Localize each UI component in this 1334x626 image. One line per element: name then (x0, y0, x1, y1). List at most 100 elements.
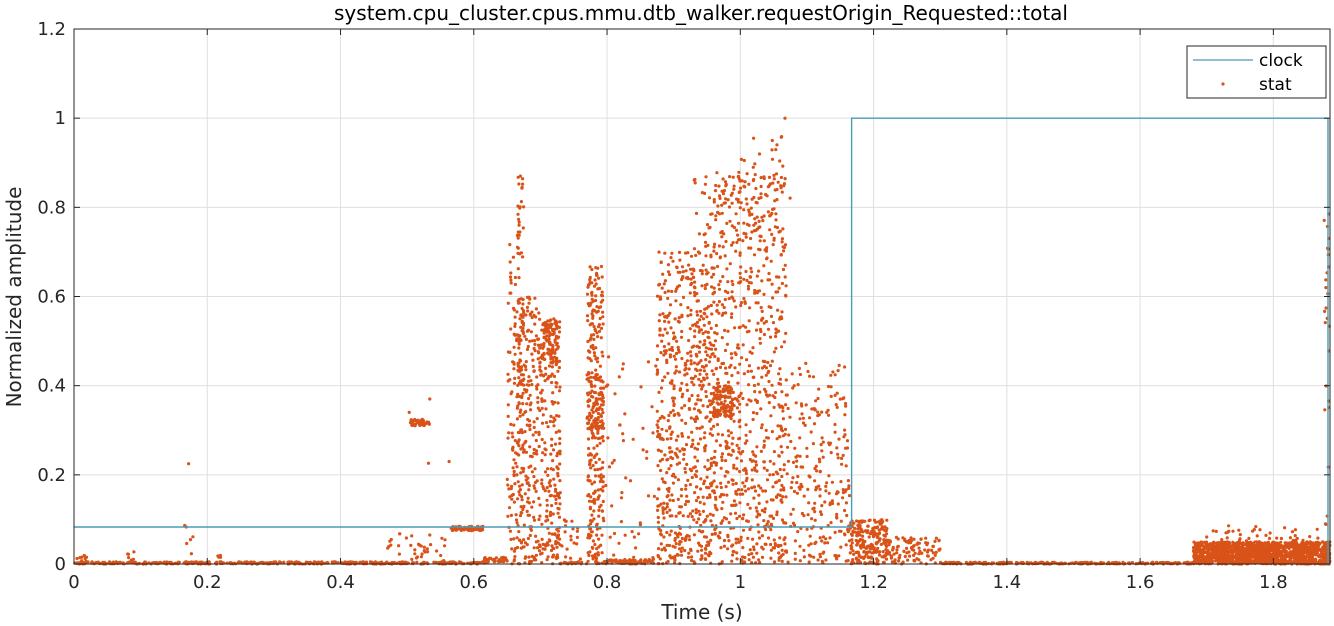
stat-point (830, 501, 835, 506)
stat-point (668, 426, 672, 430)
stat-point (656, 425, 660, 430)
stat-point (735, 516, 739, 521)
stat-point (815, 486, 819, 490)
stat-point (543, 441, 547, 445)
stat-point (591, 314, 595, 318)
stat-point (693, 181, 697, 185)
stat-point (746, 519, 751, 524)
stat-point (506, 414, 510, 418)
stat-point (772, 177, 776, 181)
stat-point (528, 533, 532, 538)
stat-point (691, 509, 695, 513)
stat-point (619, 520, 624, 524)
stat-point (533, 486, 537, 490)
stat-point (719, 485, 723, 490)
stat-point (756, 321, 760, 325)
stat-point (413, 423, 417, 427)
stat-point (588, 459, 592, 463)
stat-point (730, 356, 734, 360)
stat-point (677, 350, 681, 354)
stat-point (550, 532, 554, 536)
stat-point (852, 521, 856, 525)
stat-point (784, 495, 788, 499)
stat-point (889, 554, 894, 558)
stat-point (733, 351, 737, 355)
stat-point (703, 286, 707, 291)
stat-point (876, 535, 880, 539)
stat-point (721, 177, 725, 181)
stat-point (726, 380, 731, 384)
stat-point (774, 148, 778, 152)
stat-point (799, 482, 803, 486)
stat-point (668, 554, 672, 558)
stat-point (597, 514, 601, 518)
stat-point (848, 551, 852, 555)
stat-point (783, 427, 788, 431)
stat-point (512, 381, 517, 385)
stat-point (804, 403, 808, 407)
stat-point (754, 506, 758, 510)
stat-point (759, 329, 763, 334)
stat-point (690, 393, 694, 398)
stat-point (569, 538, 573, 542)
stat-point (519, 251, 524, 255)
stat-point (735, 240, 739, 244)
stat-point (714, 439, 719, 443)
stat-point (800, 404, 804, 408)
stat-point (678, 449, 682, 453)
stat-point (600, 294, 605, 298)
stat-point (546, 425, 550, 429)
stat-point (542, 352, 546, 356)
stat-point (527, 501, 532, 505)
stat-point (709, 519, 713, 523)
stat-point (761, 359, 765, 363)
stat-point (516, 480, 520, 484)
stat-point (673, 371, 677, 375)
stat-point (543, 489, 547, 493)
stat-point (753, 468, 757, 472)
stat-point (516, 236, 520, 240)
stat-point (835, 515, 839, 519)
stat-point (779, 498, 783, 503)
stat-point (693, 446, 697, 450)
stat-point (769, 542, 773, 547)
stat-point (162, 560, 166, 564)
stat-point (752, 485, 756, 489)
stat-point (558, 491, 562, 495)
stat-point (696, 495, 700, 500)
stat-point (742, 296, 746, 301)
stat-point (743, 300, 747, 304)
stat-point (621, 432, 625, 436)
stat-point (760, 317, 764, 321)
stat-point (738, 394, 742, 398)
stat-point (708, 512, 712, 516)
stat-point (541, 485, 545, 489)
stat-point (755, 201, 759, 205)
stat-point (709, 461, 713, 465)
stat-point (565, 547, 569, 551)
stat-point (730, 312, 734, 316)
stat-point (925, 550, 930, 554)
stat-point (528, 427, 532, 432)
stat-point (726, 429, 731, 433)
stat-point (764, 373, 768, 377)
stat-point (692, 383, 696, 387)
stat-point (818, 460, 822, 464)
stat-point (528, 445, 532, 449)
stat-point (739, 280, 743, 284)
stat-point (617, 541, 621, 545)
stat-point (665, 331, 669, 335)
stat-point (704, 350, 708, 354)
stat-point (681, 295, 686, 299)
stat-point (737, 420, 741, 424)
stat-point (732, 499, 737, 503)
stat-point (777, 435, 782, 439)
stat-point (829, 521, 833, 525)
stat-point (550, 347, 555, 351)
stat-point (127, 560, 131, 564)
stat-point (658, 435, 662, 439)
stat-point (598, 364, 603, 368)
stat-point (764, 319, 769, 324)
stat-point (758, 560, 762, 565)
stat-point (759, 234, 763, 239)
